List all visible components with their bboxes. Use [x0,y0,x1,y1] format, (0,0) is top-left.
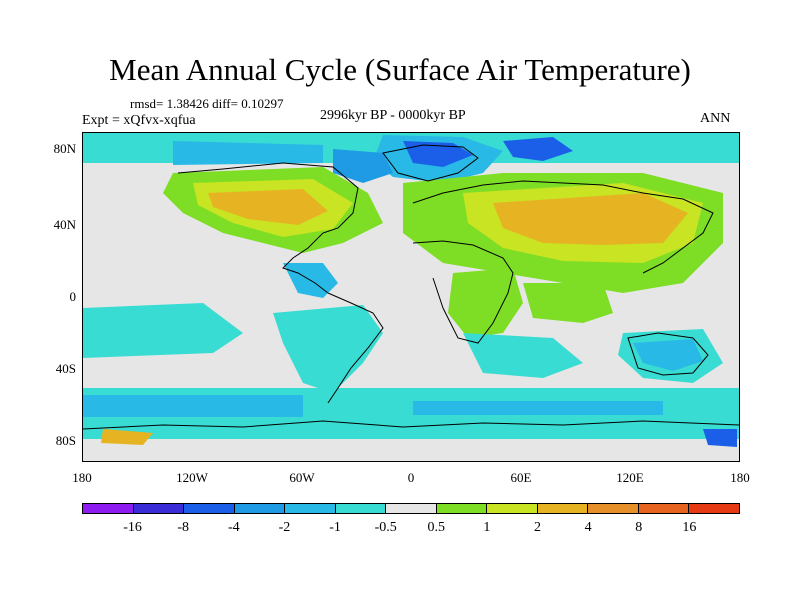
map-canvas [83,133,739,461]
colorbar-label: -0.5 [374,520,397,535]
coast-africa [412,240,514,344]
africa-region [448,268,523,338]
colorbar-box [285,504,336,513]
stats-text: rmsd= 1.38426 diff= 0.10297 [130,96,284,111]
barents-sea [503,137,573,161]
colorbar-box [184,504,235,513]
colorbar-box [335,504,387,513]
colorbar-label: 8 [635,520,643,535]
x-label-120e: 120E [616,470,644,485]
x-label-180w: 180 [72,470,92,485]
antarctic-warm-spot-2 [703,429,737,447]
y-label-40s: 40S [55,361,76,376]
colorbar [82,503,740,514]
x-label-180e: 180 [730,470,750,485]
coast-antarctica [83,420,739,430]
x-label-60w: 60W [289,470,315,485]
temperature-map [82,132,740,462]
antarctic-warm-spot-1 [101,429,153,445]
experiment-label: Expt = xQfvx-xqfua [82,113,196,128]
y-label-40n: 40N [53,217,76,232]
coastlines [83,144,739,430]
colorbar-box [436,504,488,513]
coast-greenland [382,144,479,182]
coast-australia [627,332,709,376]
coast-eurasia [412,180,714,274]
y-label-80n: 80N [53,141,76,156]
period-label: 2996kyr BP - 0000kyr BP [320,108,466,123]
coast-south-america [327,292,384,404]
greenland-core [403,141,473,167]
southern-ocean-cool-band-2 [83,395,303,417]
australia-cool-2 [633,339,703,371]
colorbar-label: 2 [534,520,542,535]
north-america-warm-3 [208,189,328,225]
plot-title: Mean Annual Cycle (Surface Air Temperatu… [109,52,691,87]
colorbar-label: 1 [483,520,491,535]
colorbar-box [487,504,538,513]
x-label-120w: 120W [176,470,208,485]
x-label-60e: 60E [510,470,532,485]
coast-north-america [177,162,359,294]
colorbar-label: 4 [584,520,592,535]
colorbar-box [133,504,185,513]
eurasia-warm-3 [493,193,688,245]
southern-ocean-cool-band-3 [413,401,663,415]
colorbar-box [689,504,739,513]
indian-ocean-warm [523,283,613,323]
antarctic-coast-band [83,423,739,439]
colorbar-box [537,504,589,513]
colorbar-box [638,504,690,513]
colorbar-label: -8 [177,520,190,535]
y-label-0: 0 [69,289,77,304]
colorbar-label: -2 [278,520,291,535]
south-america-cool [273,305,383,393]
colorbar-label: -16 [123,520,142,535]
alaska-arctic [173,141,323,165]
south-indian-cool [463,333,583,378]
colorbar-box [588,504,639,513]
season-label: ANN [700,111,731,126]
x-label-0: 0 [407,470,415,485]
colorbar-box [386,504,437,513]
south-pacific-cool [83,303,243,358]
colorbar-label: 0.5 [427,520,446,535]
canadian-arctic [333,149,393,183]
colorbar-label: -4 [228,520,240,535]
colorbar-label: 16 [682,520,697,535]
colorbar-label: -1 [329,520,341,535]
y-label-80s: 80S [55,433,76,448]
colorbar-box [83,504,134,513]
colorbar-box [234,504,286,513]
